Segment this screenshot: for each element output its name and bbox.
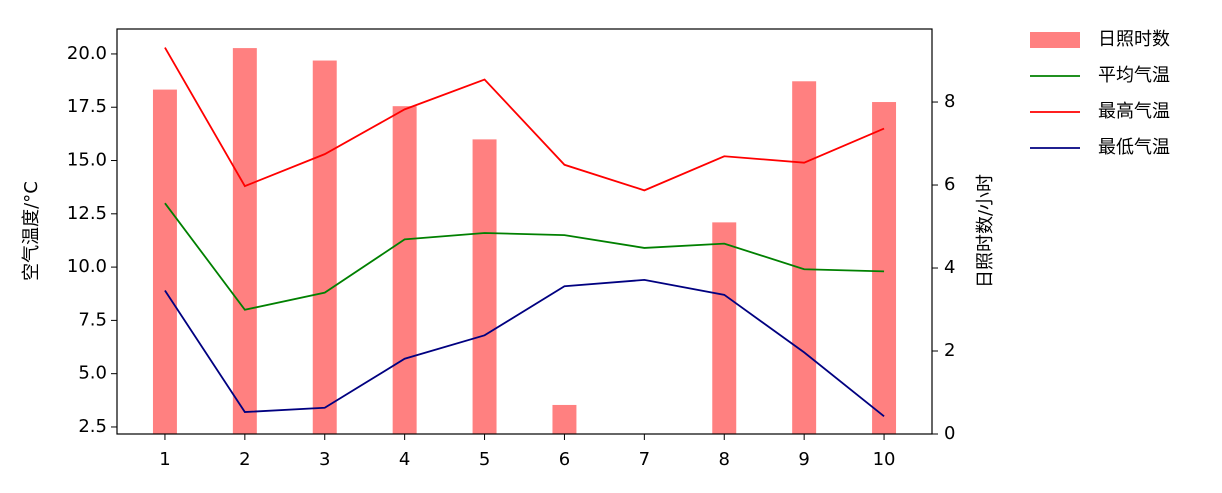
bar bbox=[312, 60, 337, 434]
y-tick-label: 5.0 bbox=[78, 363, 107, 384]
y-tick-label: 12.5 bbox=[67, 203, 107, 224]
y-tick-label: 7.5 bbox=[78, 309, 107, 330]
x-tick-label: 7 bbox=[639, 449, 650, 470]
line bbox=[164, 278, 885, 418]
y-tick-label: 15.0 bbox=[67, 150, 107, 171]
legend-label: 最高气温 bbox=[1098, 101, 1170, 122]
bar bbox=[872, 102, 897, 435]
x-tick-label: 5 bbox=[479, 449, 490, 470]
plot-frame bbox=[116, 28, 933, 435]
bar bbox=[472, 139, 497, 435]
y2-tick-label: 6 bbox=[944, 174, 955, 195]
y2-tick-label: 2 bbox=[944, 340, 955, 361]
x-tick-label: 9 bbox=[798, 449, 809, 470]
x-tick-label: 1 bbox=[159, 449, 170, 470]
y-tick-label: 10.0 bbox=[67, 256, 107, 277]
y2-tick-label: 4 bbox=[944, 257, 955, 278]
line bbox=[164, 47, 885, 192]
bar bbox=[392, 106, 417, 435]
y-axis-label: 空气温度/°C bbox=[21, 181, 42, 281]
bar bbox=[792, 81, 817, 434]
x-tick-label: 2 bbox=[239, 449, 250, 470]
y2-tick-label: 0 bbox=[944, 423, 955, 444]
x-tick-label: 4 bbox=[399, 449, 410, 470]
x-tick-label: 3 bbox=[319, 449, 330, 470]
legend-label: 最低气温 bbox=[1098, 137, 1170, 158]
bar bbox=[712, 222, 737, 434]
y2-axis-label: 日照时数/小时 bbox=[975, 174, 996, 288]
x-tick-label: 10 bbox=[873, 449, 896, 470]
x-tick-label: 8 bbox=[719, 449, 730, 470]
y2-tick-label: 8 bbox=[944, 91, 955, 112]
line bbox=[164, 202, 885, 311]
y-tick-label: 2.5 bbox=[78, 416, 107, 437]
x-tick-label: 6 bbox=[559, 449, 570, 470]
bar bbox=[552, 404, 577, 434]
bar bbox=[152, 89, 177, 434]
legend-swatch bbox=[1030, 32, 1080, 48]
y-tick-label: 17.5 bbox=[67, 96, 107, 117]
bar bbox=[232, 48, 257, 435]
legend-label: 日照时数 bbox=[1098, 29, 1170, 50]
legend-label: 平均气温 bbox=[1098, 65, 1170, 86]
y-tick-label: 20.0 bbox=[67, 43, 107, 64]
